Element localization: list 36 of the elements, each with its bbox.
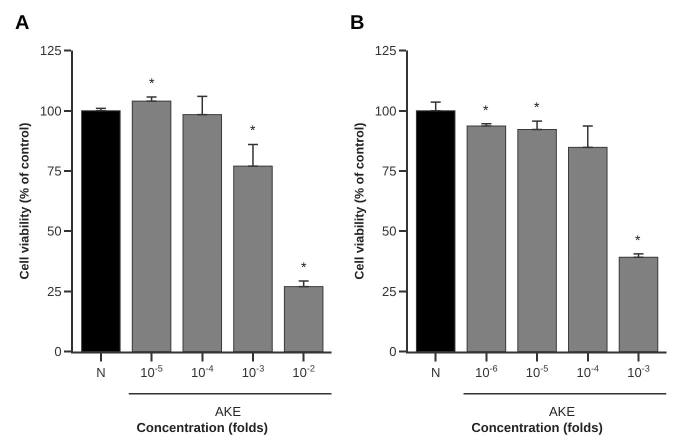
y-tick-label: 0 — [54, 344, 62, 360]
y-tick-label: 25 — [382, 284, 396, 299]
y-tick-label: 100 — [40, 103, 62, 118]
x-tick-label: 10$^{-3}$ — [242, 363, 264, 380]
x-axis-title: Concentration (folds) — [136, 420, 268, 436]
x-tick-label: 10$^{-4}$ — [576, 363, 600, 380]
y-tick-label: 0 — [389, 344, 396, 360]
data-label: * — [250, 122, 256, 138]
x-tick-label: 10$^{-4}$ — [190, 363, 214, 380]
y-tick-label: 50 — [47, 224, 62, 239]
y-axis-title: Cell viability (% of control) — [18, 122, 32, 280]
x-tick-label: 10$^{-6}$ — [475, 363, 498, 380]
data-label: * — [534, 99, 540, 115]
x-tick-label: 10$^{-2}$ — [292, 363, 315, 380]
text: AKE — [549, 404, 576, 419]
y-tick-label: 25 — [47, 284, 62, 299]
y-tick-label: 100 — [374, 103, 396, 118]
chart-title: B — [350, 12, 364, 34]
x-tick-label: 10$^{-5}$ — [140, 363, 163, 380]
data-label: * — [635, 232, 641, 248]
y-tick-label: 75 — [47, 164, 62, 179]
data-label: * — [149, 75, 155, 91]
x-tick-label: 10$^{-5}$ — [526, 363, 548, 380]
data-label: * — [301, 259, 307, 275]
x-tick-label: 10$^{-3}$ — [627, 363, 650, 380]
data-label: * — [483, 102, 489, 118]
x-tick-label: N — [430, 364, 440, 380]
y-tick-label: 125 — [40, 43, 62, 58]
x-tick-label: N — [96, 364, 106, 380]
y-axis-title: Cell viability (% of control) — [352, 122, 366, 280]
y-tick-label: 125 — [374, 43, 396, 58]
y-tick-label: 75 — [382, 164, 396, 179]
text: AKE — [215, 404, 242, 419]
chart-title: A — [15, 12, 30, 34]
x-axis-title: Concentration (folds) — [471, 420, 603, 436]
y-tick-label: 50 — [382, 224, 396, 239]
